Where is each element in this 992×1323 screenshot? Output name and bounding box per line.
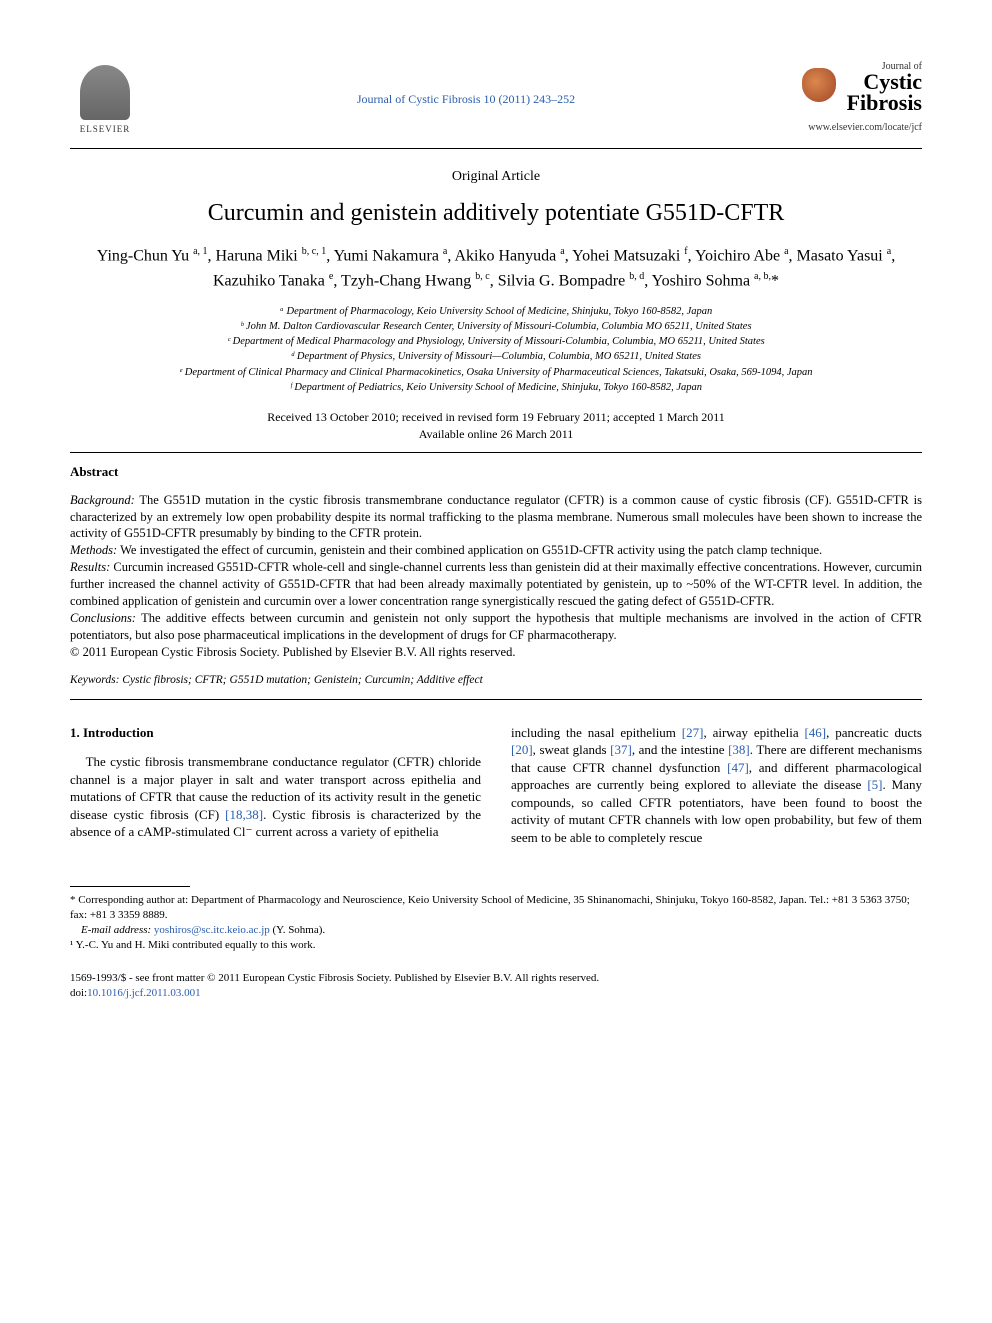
abs-conclusions-label: Conclusions:	[70, 611, 136, 625]
affiliation-line: ᵇ John M. Dalton Cardiovascular Research…	[70, 320, 922, 334]
cite-46[interactable]: [46]	[804, 725, 826, 740]
elsevier-tree-icon	[80, 65, 130, 120]
abstract-body: Background: The G551D mutation in the cy…	[70, 492, 922, 661]
affiliation-line: ᵉ Department of Clinical Pharmacy and Cl…	[70, 366, 922, 380]
journal-url: www.elsevier.com/locate/jcf	[792, 121, 922, 135]
cite-5[interactable]: [5]	[867, 777, 882, 792]
publisher-name: ELSEVIER	[80, 123, 131, 136]
footnote-rule	[70, 886, 190, 887]
abs-methods: We investigated the effect of curcumin, …	[117, 543, 822, 557]
column-left: 1. Introduction The cystic fibrosis tran…	[70, 724, 481, 847]
affiliation-line: ᵈ Department of Physics, University of M…	[70, 350, 922, 364]
section-heading-intro: 1. Introduction	[70, 724, 481, 742]
cite-18-38[interactable]: [18,38]	[225, 807, 263, 822]
email-line: E-mail address: yoshiros@sc.itc.keio.ac.…	[70, 923, 922, 938]
affiliation-line: ᶠ Department of Pediatrics, Keio Univers…	[70, 381, 922, 395]
cite-27[interactable]: [27]	[682, 725, 704, 740]
abstract-bottom-rule	[70, 699, 922, 700]
dates-line1: Received 13 October 2010; received in re…	[70, 409, 922, 426]
journal-reference: Journal of Cystic Fibrosis 10 (2011) 243…	[140, 60, 792, 108]
dates-line2: Available online 26 March 2011	[70, 426, 922, 443]
header-rule	[70, 148, 922, 149]
article-title: Curcumin and genistein additively potent…	[70, 197, 922, 231]
header-row: ELSEVIER Journal of Cystic Fibrosis 10 (…	[70, 60, 922, 140]
corresponding-author: * Corresponding author at: Department of…	[70, 893, 922, 923]
email-label: E-mail address:	[81, 924, 151, 936]
abs-results-label: Results:	[70, 560, 110, 574]
keywords-text: Cystic fibrosis; CFTR; G551D mutation; G…	[119, 674, 482, 686]
intro-paragraph-right: including the nasal epithelium [27], air…	[511, 724, 922, 847]
affiliation-line: ᵃ Department of Pharmacology, Keio Unive…	[70, 305, 922, 319]
abs-background-label: Background:	[70, 493, 135, 507]
keywords-label: Keywords:	[70, 674, 119, 686]
cite-20[interactable]: [20]	[511, 742, 533, 757]
abs-background: The G551D mutation in the cystic fibrosi…	[70, 493, 922, 541]
abs-conclusions: The additive effects between curcumin an…	[70, 611, 922, 642]
affiliations: ᵃ Department of Pharmacology, Keio Unive…	[70, 305, 922, 395]
abstract-top-rule	[70, 452, 922, 453]
abstract-label: Abstract	[70, 463, 922, 481]
abs-results: Curcumin increased G551D-CFTR whole-cell…	[70, 560, 922, 608]
column-right: including the nasal epithelium [27], air…	[511, 724, 922, 847]
abs-copyright: © 2011 European Cystic Fibrosis Society.…	[70, 645, 515, 659]
journal-reference-link[interactable]: Journal of Cystic Fibrosis 10 (2011) 243…	[357, 92, 575, 106]
bottom-block: 1569-1993/$ - see front matter © 2011 Eu…	[70, 971, 922, 1001]
intro-paragraph-left: The cystic fibrosis transmembrane conduc…	[70, 753, 481, 841]
email-tail: (Y. Sohma).	[270, 924, 325, 936]
footnotes: * Corresponding author at: Department of…	[70, 893, 922, 952]
doi-link[interactable]: 10.1016/j.jcf.2011.03.001	[87, 987, 201, 999]
journal-brand: Journal of Cystic Fibrosis www.elsevier.…	[792, 60, 922, 135]
email-link[interactable]: yoshiros@sc.itc.keio.ac.jp	[154, 924, 270, 936]
cite-47[interactable]: [47]	[727, 760, 749, 775]
doi-line: doi:10.1016/j.jcf.2011.03.001	[70, 986, 922, 1001]
author-list: Ying-Chun Yu a, 1, Haruna Miki b, c, 1, …	[70, 244, 922, 293]
cite-38[interactable]: [38]	[728, 742, 750, 757]
article-type: Original Article	[70, 167, 922, 187]
abs-methods-label: Methods:	[70, 543, 117, 557]
issn-copyright: 1569-1993/$ - see front matter © 2011 Eu…	[70, 971, 922, 986]
lungs-icon	[802, 68, 836, 102]
keywords: Keywords: Cystic fibrosis; CFTR; G551D m…	[70, 672, 922, 688]
journal-logo-line2: Fibrosis	[847, 93, 922, 114]
article-dates: Received 13 October 2010; received in re…	[70, 409, 922, 443]
body-columns: 1. Introduction The cystic fibrosis tran…	[70, 724, 922, 847]
equal-contribution: ¹ Y.-C. Yu and H. Miki contributed equal…	[70, 938, 922, 953]
affiliation-line: ᶜ Department of Medical Pharmacology and…	[70, 335, 922, 349]
cite-37[interactable]: [37]	[610, 742, 632, 757]
elsevier-logo: ELSEVIER	[70, 60, 140, 140]
